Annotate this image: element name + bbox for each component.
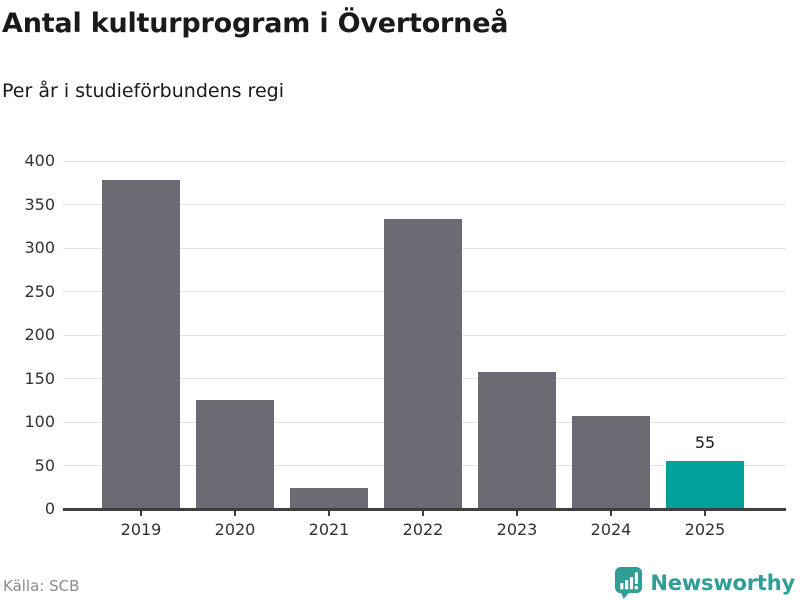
y-tick-label: 250 xyxy=(24,281,55,301)
y-tick-label: 50 xyxy=(34,455,55,475)
y-tick-label: 300 xyxy=(24,238,55,257)
x-tick xyxy=(422,511,424,516)
y-tick-label: 400 xyxy=(24,151,55,170)
y-tick-label: 100 xyxy=(24,412,55,431)
x-tick xyxy=(704,511,706,516)
source-text: Källa: SCB xyxy=(3,577,80,595)
bar-2019 xyxy=(102,180,180,509)
gridline xyxy=(63,204,786,205)
y-tick-label: 0 xyxy=(44,499,55,518)
x-tick xyxy=(610,511,612,516)
y-tick-label: 350 xyxy=(24,194,55,214)
x-tick xyxy=(516,511,518,516)
brand-text: Newsworthy xyxy=(650,571,795,595)
bar-2025 xyxy=(666,461,744,509)
x-tick-label-2021: 2021 xyxy=(308,520,350,539)
x-tick-label-2024: 2024 xyxy=(590,520,632,539)
x-tick-label-2025: 2025 xyxy=(684,520,726,539)
bar-2023 xyxy=(478,371,556,509)
bar-2022 xyxy=(384,219,462,509)
x-tick-label-2019: 2019 xyxy=(120,520,162,539)
x-axis-line xyxy=(63,508,786,511)
chart-subtitle: Per år i studieförbundens regi xyxy=(2,80,284,102)
x-tick xyxy=(140,511,142,516)
x-tick xyxy=(328,511,330,516)
newsworthy-logo-icon xyxy=(614,566,643,600)
gridline xyxy=(63,160,786,162)
y-tick-label: 150 xyxy=(24,368,55,388)
x-tick-label-2020: 2020 xyxy=(214,520,256,539)
x-tick-label-2023: 2023 xyxy=(496,520,538,539)
newsworthy-logo[interactable]: Newsworthy xyxy=(614,566,795,600)
bar-2021 xyxy=(290,488,368,509)
bar-2024 xyxy=(572,415,650,509)
y-tick-label: 200 xyxy=(24,325,55,344)
x-tick-label-2022: 2022 xyxy=(402,520,444,539)
bar-value-label: 55 xyxy=(694,433,716,453)
x-tick xyxy=(234,511,236,516)
chart-title: Antal kulturprogram i Övertorneå xyxy=(2,8,509,39)
bar-2020 xyxy=(196,400,274,509)
